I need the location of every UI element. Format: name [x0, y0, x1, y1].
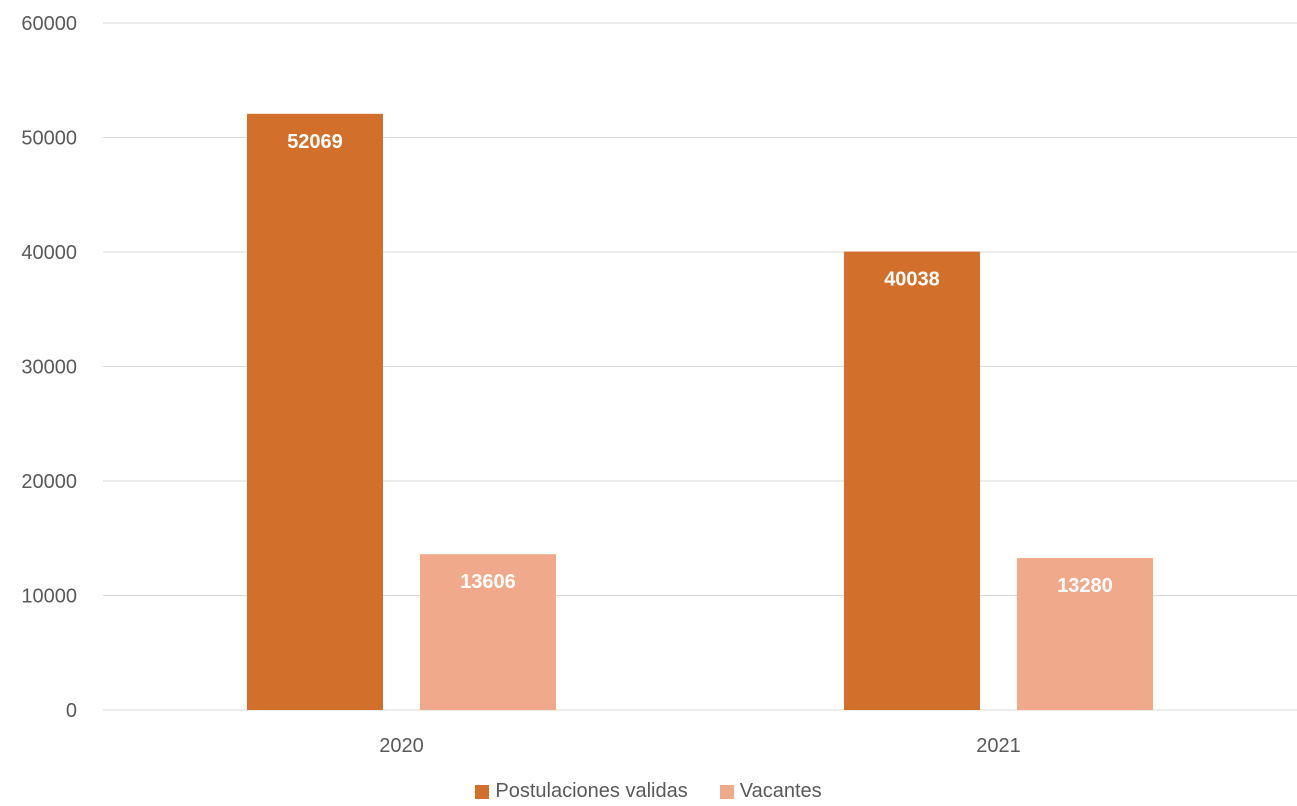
- legend-label-postulaciones: Postulaciones validas: [495, 780, 688, 802]
- legend-item-vacantes: Vacantes: [719, 780, 822, 803]
- legend-label-vacantes: Vacantes: [739, 780, 822, 802]
- y-tick-label: 40000: [21, 242, 77, 264]
- bar-chart: 0 10000 20000 30000 40000 50000 60000 52069 136…: [21, 13, 1297, 757]
- y-tick-label: 20000: [21, 471, 77, 493]
- bar-postulaciones-validas-2021: [844, 251, 980, 711]
- legend-swatch-vacantes: [719, 784, 734, 799]
- data-label: 13280: [1057, 575, 1113, 597]
- y-tick-label: 50000: [21, 128, 77, 150]
- y-tick-label: 30000: [21, 357, 77, 379]
- data-label: 52069: [287, 131, 343, 153]
- x-tick-label: 2021: [976, 735, 1021, 757]
- data-labels: 52069 13606 40038 13280: [287, 131, 1113, 597]
- x-axis-ticks: 2020 2021: [379, 735, 1021, 757]
- y-tick-label: 0: [66, 700, 77, 722]
- data-label: 13606: [460, 571, 516, 593]
- y-tick-label: 60000: [21, 13, 77, 35]
- bar-postulaciones-validas-2020: [247, 113, 383, 711]
- y-axis-ticks: 0 10000 20000 30000 40000 50000 60000: [21, 13, 77, 722]
- legend-item-postulaciones: Postulaciones validas: [475, 780, 688, 803]
- bars: [247, 113, 1153, 711]
- legend: Postulaciones validas Vacantes: [0, 780, 1297, 803]
- x-tick-label: 2020: [379, 735, 424, 757]
- y-tick-label: 10000: [21, 586, 77, 608]
- bar-vacantes-2021: [1017, 557, 1153, 710]
- legend-swatch-postulaciones: [475, 784, 490, 799]
- bar-vacantes-2020: [420, 554, 556, 710]
- data-label: 40038: [884, 269, 940, 291]
